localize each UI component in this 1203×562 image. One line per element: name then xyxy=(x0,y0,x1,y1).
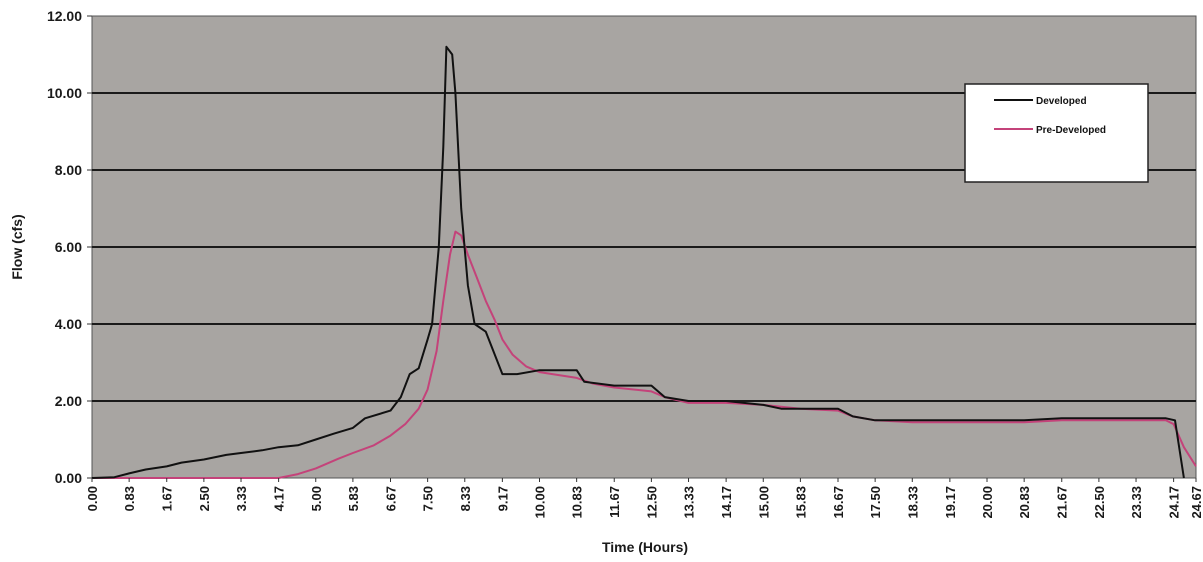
y-tick-label: 2.00 xyxy=(55,393,82,409)
x-tick-label: 3.33 xyxy=(234,486,249,511)
x-tick-label: 4.17 xyxy=(272,486,287,511)
x-tick-label: 2.50 xyxy=(197,486,212,511)
x-tick-label: 13.33 xyxy=(682,486,697,519)
y-tick-label: 10.00 xyxy=(47,85,82,101)
x-tick-label: 0.83 xyxy=(122,486,137,511)
x-tick-label: 22.50 xyxy=(1092,486,1107,519)
x-tick-label: 18.33 xyxy=(905,486,920,519)
y-axis-ticks: 0.00 2.00 4.00 6.00 8.00 10.00 12.00 xyxy=(47,8,92,486)
x-tick-label: 20.00 xyxy=(980,486,995,519)
y-axis-title: Flow (cfs) xyxy=(9,214,25,279)
x-tick-label: 16.67 xyxy=(831,486,846,519)
x-tick-label: 24.67 xyxy=(1189,486,1203,519)
x-tick-label: 9.17 xyxy=(495,486,510,511)
x-tick-label: 5.83 xyxy=(346,486,361,511)
x-tick-label: 8.33 xyxy=(458,486,473,511)
series-line-developed xyxy=(91,45,1185,479)
legend-label-developed: Developed xyxy=(1036,96,1087,107)
series-line-pre-developed xyxy=(92,230,1197,479)
x-tick-label: 14.17 xyxy=(719,486,734,519)
x-tick-label: 17.50 xyxy=(868,486,883,519)
x-tick-label: 15.83 xyxy=(793,486,808,519)
x-tick-label: 20.83 xyxy=(1017,486,1032,519)
x-tick-label: 5.00 xyxy=(309,486,324,511)
x-tick-label: 11.67 xyxy=(607,486,622,518)
x-tick-label: 1.67 xyxy=(160,486,175,511)
y-tick-label: 6.00 xyxy=(55,239,82,255)
x-tick-label: 24.17 xyxy=(1167,486,1182,519)
x-tick-label: 6.67 xyxy=(383,486,398,511)
x-tick-label: 7.50 xyxy=(421,486,436,511)
legend-label-pre-developed: Pre-Developed xyxy=(1036,125,1106,136)
x-tick-label: 23.33 xyxy=(1129,486,1144,519)
x-tick-label: 0.00 xyxy=(85,486,100,511)
y-tick-label: 0.00 xyxy=(55,470,82,486)
x-axis-ticks: 0.00 0.83 1.67 2.50 3.33 4.17 5.00 5.83 6.67 7.50… xyxy=(85,478,1203,519)
x-tick-label: 21.67 xyxy=(1055,486,1070,519)
x-tick-label: 15.00 xyxy=(756,486,771,519)
legend: Developed Pre-Developed xyxy=(964,83,1149,183)
y-tick-label: 12.00 xyxy=(47,8,82,24)
x-axis-title: Time (Hours) xyxy=(602,539,688,555)
y-tick-label: 8.00 xyxy=(55,162,82,178)
x-tick-label: 10.00 xyxy=(533,486,548,519)
y-tick-label: 4.00 xyxy=(55,316,82,332)
x-tick-label: 12.50 xyxy=(644,486,659,519)
x-tick-label: 19.17 xyxy=(943,486,958,519)
series-layer xyxy=(91,45,1197,479)
x-tick-label: 10.83 xyxy=(570,486,585,519)
